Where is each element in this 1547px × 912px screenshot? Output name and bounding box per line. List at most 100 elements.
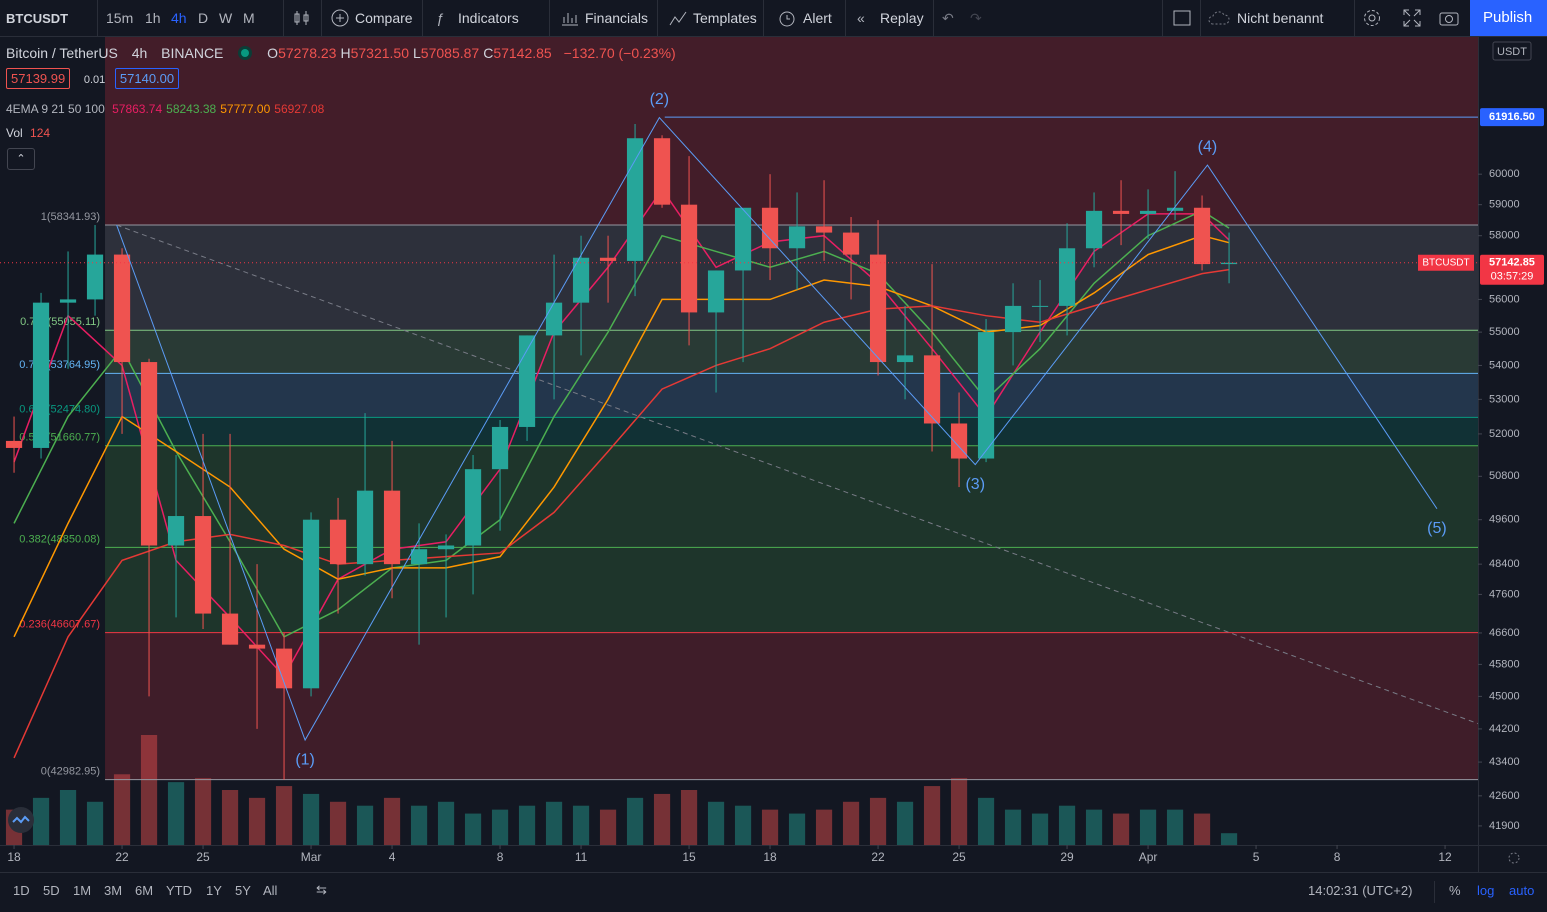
volume-bar bbox=[194, 778, 212, 845]
publish-label[interactable]: Publish bbox=[1483, 9, 1533, 26]
alert-button[interactable]: Alert bbox=[803, 10, 832, 26]
candle-body bbox=[86, 254, 104, 300]
volume-bar bbox=[680, 790, 698, 845]
volume-bar bbox=[221, 790, 239, 845]
ohlc-value: 57321.50 bbox=[350, 45, 409, 61]
ohlc-label: L bbox=[413, 45, 421, 61]
publish-button[interactable]: Publish bbox=[1470, 0, 1547, 36]
log-toggle[interactable]: log bbox=[1477, 883, 1495, 898]
financials-button[interactable]: Financials bbox=[585, 10, 649, 26]
range-button[interactable]: 5Y bbox=[235, 883, 251, 898]
volume-bar bbox=[653, 793, 671, 845]
chart-type-icon[interactable] bbox=[292, 8, 312, 28]
fib-band bbox=[105, 417, 1478, 446]
volume-bar bbox=[1166, 809, 1184, 845]
fib-level-label: 0.236(46607.67) bbox=[19, 619, 100, 631]
alert-icon[interactable] bbox=[777, 8, 797, 28]
volume-bar bbox=[275, 786, 293, 845]
collapse-legend[interactable]: ⌃ bbox=[7, 148, 35, 170]
symbol[interactable]: BTCUSDT bbox=[6, 11, 69, 26]
ask-button[interactable]: 57140.00 bbox=[114, 68, 180, 89]
y-tick-label: 55000 bbox=[1489, 326, 1520, 338]
wave-label: (2) bbox=[650, 91, 670, 108]
wave-label: (5) bbox=[1427, 520, 1447, 537]
separator bbox=[763, 0, 764, 36]
range-button[interactable]: 1M bbox=[73, 883, 92, 898]
range-button[interactable]: 1D bbox=[13, 883, 30, 898]
y-tick-label: 48400 bbox=[1489, 558, 1520, 570]
goto-date-icon[interactable]: ⇆ bbox=[316, 882, 327, 897]
candle-body bbox=[1193, 207, 1211, 265]
percent-toggle[interactable]: % bbox=[1449, 883, 1461, 898]
hline-price-label: 61916.50 bbox=[1489, 111, 1535, 123]
undo[interactable]: ↶ bbox=[942, 10, 954, 26]
candle-body bbox=[923, 355, 941, 424]
indicators-button[interactable]: Indicators bbox=[458, 10, 519, 26]
financials-icon[interactable] bbox=[560, 9, 580, 27]
interval[interactable]: W bbox=[219, 10, 233, 26]
legend-exchange: BINANCE bbox=[161, 45, 224, 61]
candle-body bbox=[302, 519, 320, 689]
cloud-icon[interactable] bbox=[1208, 9, 1234, 27]
templates-button[interactable]: Templates bbox=[693, 10, 757, 26]
y-tick-label: 47600 bbox=[1489, 588, 1520, 600]
ema-value: 58243.38 bbox=[166, 102, 217, 116]
volume-bar bbox=[1193, 813, 1211, 845]
fullscreen-icon[interactable] bbox=[1402, 8, 1422, 28]
candle-body bbox=[410, 549, 428, 565]
candle-body bbox=[1220, 262, 1238, 265]
volume-bar bbox=[410, 805, 428, 845]
x-tick-label: Mar bbox=[301, 850, 322, 864]
volume-bar bbox=[302, 793, 320, 845]
settings-icon[interactable] bbox=[1362, 8, 1382, 28]
candle-body bbox=[869, 254, 887, 363]
ohlc-value: 57142.85 bbox=[493, 45, 552, 61]
templates-icon[interactable] bbox=[668, 9, 688, 27]
layout-name[interactable]: Nicht benannt bbox=[1237, 10, 1324, 26]
candle-body bbox=[518, 335, 536, 427]
bid-button[interactable]: 57139.99 bbox=[6, 68, 71, 89]
replay-icon[interactable]: « bbox=[857, 10, 865, 26]
redo[interactable]: ↷ bbox=[970, 10, 982, 26]
indicators-icon[interactable]: ƒ bbox=[436, 10, 444, 26]
auto-toggle[interactable]: auto bbox=[1509, 883, 1535, 898]
interval[interactable]: 15m bbox=[106, 10, 134, 26]
interval[interactable]: 4h bbox=[171, 10, 187, 26]
wave-label: (1) bbox=[295, 751, 315, 768]
y-tick-label: 49600 bbox=[1489, 514, 1520, 526]
range-button[interactable]: YTD bbox=[166, 883, 192, 898]
volume-bar bbox=[545, 801, 563, 845]
ema-line bbox=[13, 268, 1230, 759]
interval[interactable]: 1h bbox=[145, 10, 161, 26]
volume-bar bbox=[437, 801, 455, 845]
ohlc-label: H bbox=[340, 45, 351, 61]
candle-body bbox=[248, 644, 266, 649]
compare-icon[interactable] bbox=[330, 8, 350, 28]
x-tick-label: 8 bbox=[497, 850, 504, 864]
compare-button[interactable]: Compare bbox=[355, 10, 413, 26]
snapshot-icon[interactable] bbox=[1438, 8, 1460, 28]
interval[interactable]: M bbox=[243, 10, 255, 26]
range-button[interactable]: 6M bbox=[135, 883, 154, 898]
separator bbox=[283, 0, 284, 36]
layout-icon[interactable] bbox=[1172, 8, 1192, 28]
volume-bar bbox=[842, 801, 860, 845]
range-button[interactable]: 1Y bbox=[206, 883, 222, 898]
separator bbox=[933, 0, 934, 36]
volume-bar bbox=[248, 797, 266, 845]
logo bbox=[8, 807, 34, 833]
candle-body bbox=[896, 355, 914, 363]
candle-body bbox=[572, 257, 590, 303]
separator bbox=[422, 0, 423, 36]
y-tick-label: 50800 bbox=[1489, 470, 1520, 482]
range-button[interactable]: All bbox=[263, 883, 278, 898]
range-button[interactable]: 5D bbox=[43, 883, 60, 898]
replay-button[interactable]: Replay bbox=[880, 10, 924, 26]
range-button[interactable]: 3M bbox=[104, 883, 123, 898]
candle-body bbox=[1031, 305, 1049, 307]
separator bbox=[1434, 881, 1435, 903]
volume-bar bbox=[59, 790, 77, 845]
interval[interactable]: D bbox=[198, 10, 209, 26]
time-axis-settings[interactable] bbox=[1508, 852, 1520, 864]
